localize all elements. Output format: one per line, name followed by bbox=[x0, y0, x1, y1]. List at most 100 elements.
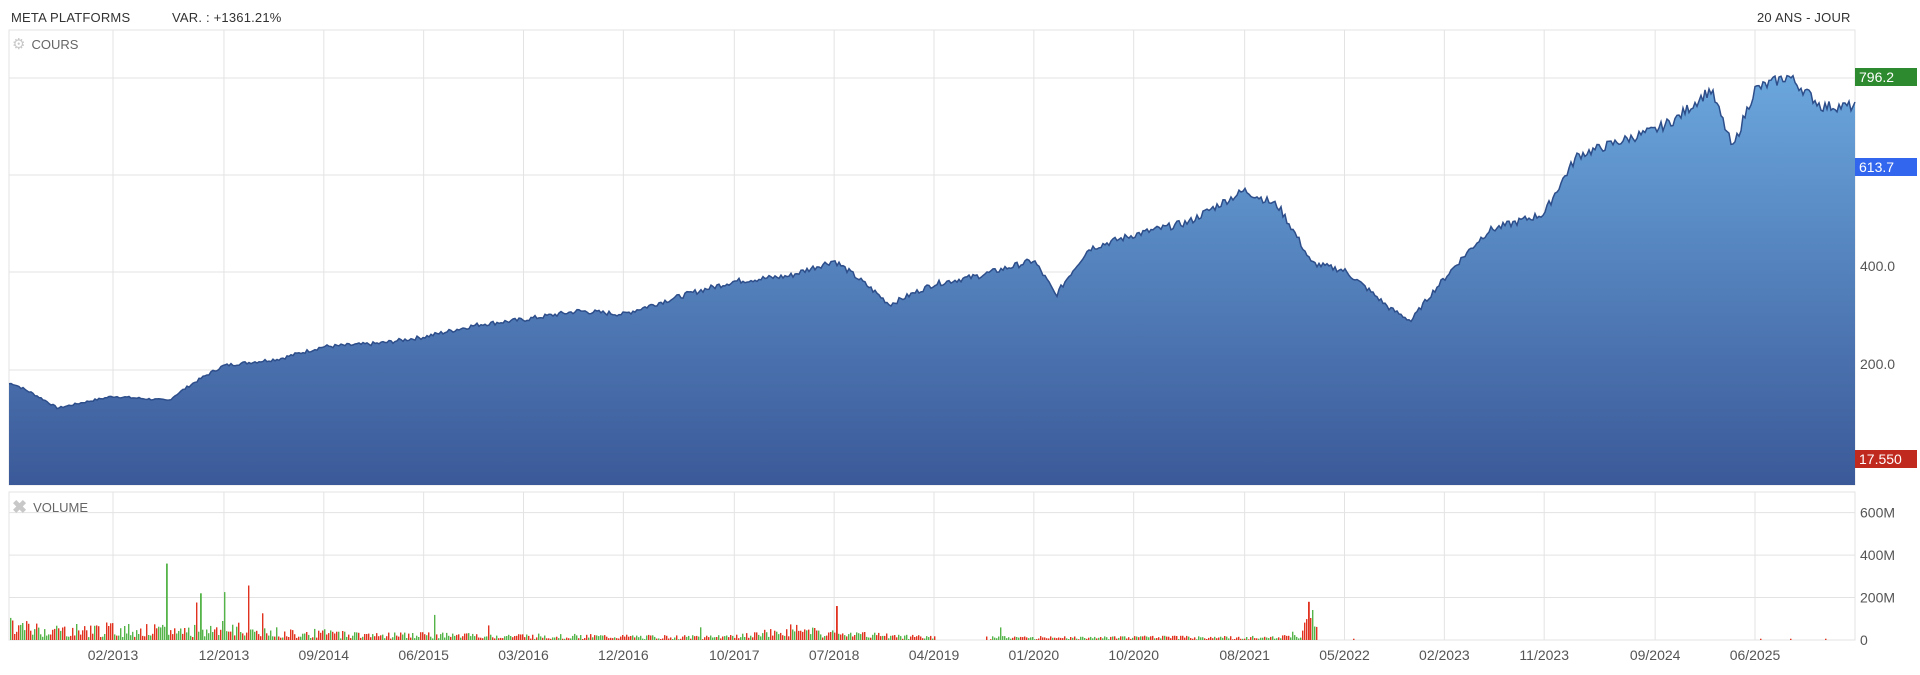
volume-bar bbox=[120, 628, 122, 640]
volume-bar bbox=[302, 633, 304, 640]
volume-bar bbox=[732, 635, 734, 640]
volume-bar bbox=[1312, 610, 1314, 640]
volume-bar bbox=[522, 634, 524, 640]
volume-bar bbox=[420, 632, 422, 640]
volume-bar bbox=[446, 632, 448, 640]
volume-bar bbox=[36, 623, 38, 640]
volume-bar bbox=[62, 627, 64, 640]
volume-bar bbox=[836, 606, 838, 640]
volume-bar bbox=[830, 632, 832, 640]
volume-bar bbox=[1172, 635, 1174, 640]
volume-bar bbox=[1196, 639, 1198, 640]
volume-bar bbox=[28, 623, 30, 640]
volume-bar bbox=[892, 635, 894, 640]
volume-bar bbox=[12, 620, 14, 640]
volume-bar bbox=[1096, 638, 1098, 640]
volume-bar bbox=[934, 636, 936, 640]
volume-bar bbox=[1034, 639, 1036, 640]
volume-bar bbox=[1110, 636, 1112, 640]
volume-bar bbox=[330, 630, 332, 640]
volume-bar bbox=[814, 628, 816, 640]
volume-bar bbox=[918, 635, 920, 640]
volume-bar bbox=[990, 639, 992, 640]
volume-bar bbox=[224, 592, 226, 640]
volume-bar bbox=[342, 631, 344, 640]
period-selector[interactable]: 20 ANS - JOUR bbox=[1757, 10, 1851, 25]
volume-bar bbox=[1760, 638, 1762, 640]
volume-bar bbox=[458, 634, 460, 640]
volume-bar bbox=[364, 634, 366, 640]
close-icon[interactable]: ✖ bbox=[12, 497, 28, 517]
volume-bar bbox=[684, 635, 686, 640]
volume-bar bbox=[1024, 636, 1026, 640]
volume-bar bbox=[516, 635, 518, 640]
volume-bar bbox=[630, 636, 632, 640]
volume-bar bbox=[792, 629, 794, 640]
volume-bar bbox=[622, 635, 624, 640]
volume-bar bbox=[554, 637, 556, 640]
volume-bar bbox=[1208, 637, 1210, 640]
volume-bar bbox=[1266, 637, 1268, 640]
volume-bar bbox=[852, 636, 854, 640]
volume-bar bbox=[88, 637, 90, 640]
volume-bar bbox=[738, 638, 740, 640]
volume-bar bbox=[524, 637, 526, 640]
volume-bar bbox=[1214, 636, 1216, 640]
volume-bar bbox=[730, 635, 732, 640]
volume-bar bbox=[1166, 636, 1168, 640]
volume-bar bbox=[288, 637, 290, 640]
volume-bar bbox=[244, 635, 246, 640]
volume-bar bbox=[544, 635, 546, 640]
volume-bar bbox=[40, 634, 42, 640]
volume-bar bbox=[1084, 638, 1086, 640]
volume-bar bbox=[670, 637, 672, 640]
volume-bar bbox=[578, 638, 580, 640]
volume-bar bbox=[1162, 635, 1164, 640]
volume-bar bbox=[52, 629, 54, 640]
volume-bar bbox=[756, 632, 758, 640]
volume-bar bbox=[158, 626, 160, 640]
volume-bar bbox=[766, 632, 768, 640]
volume-bar bbox=[1353, 638, 1355, 640]
volume-bar bbox=[512, 637, 514, 640]
volume-bar bbox=[428, 632, 430, 640]
volume-bar bbox=[586, 634, 588, 640]
volume-bar bbox=[1046, 638, 1048, 640]
volume-bar bbox=[1094, 636, 1096, 640]
volume-bar bbox=[1248, 639, 1250, 640]
volume-bar bbox=[216, 627, 218, 640]
volume-bar bbox=[1252, 635, 1254, 640]
volume-bar bbox=[552, 637, 554, 640]
volume-bar bbox=[1280, 638, 1282, 640]
volume-bar bbox=[778, 634, 780, 640]
volume-bar bbox=[712, 637, 714, 640]
volume-bar bbox=[906, 634, 908, 640]
volume-bar bbox=[612, 638, 614, 640]
volume-bar bbox=[324, 629, 326, 640]
volume-bar bbox=[864, 632, 866, 640]
volume-bar bbox=[796, 624, 798, 640]
x-tick-label: 12/2016 bbox=[598, 647, 649, 663]
volume-bar bbox=[726, 635, 728, 640]
volume-bar bbox=[802, 631, 804, 640]
volume-bar bbox=[114, 634, 116, 640]
volume-bar bbox=[606, 636, 608, 640]
volume-bar bbox=[358, 632, 360, 640]
volume-bar bbox=[462, 636, 464, 640]
volume-bar bbox=[916, 636, 918, 640]
x-tick-label: 09/2014 bbox=[298, 647, 349, 663]
volume-bar bbox=[172, 634, 174, 640]
x-tick-label: 09/2024 bbox=[1630, 647, 1681, 663]
volume-bar bbox=[768, 636, 770, 640]
volume-bar bbox=[1234, 639, 1236, 640]
volume-bar bbox=[1188, 636, 1190, 640]
gear-icon[interactable]: ⚙ bbox=[12, 36, 26, 53]
volume-bar bbox=[788, 636, 790, 640]
volume-bar bbox=[1194, 637, 1196, 640]
volume-bar bbox=[126, 633, 128, 640]
volume-bar bbox=[594, 635, 596, 640]
volume-bar bbox=[1136, 636, 1138, 640]
volume-bar bbox=[222, 621, 224, 640]
volume-bar bbox=[1104, 636, 1106, 640]
volume-bar bbox=[780, 632, 782, 640]
